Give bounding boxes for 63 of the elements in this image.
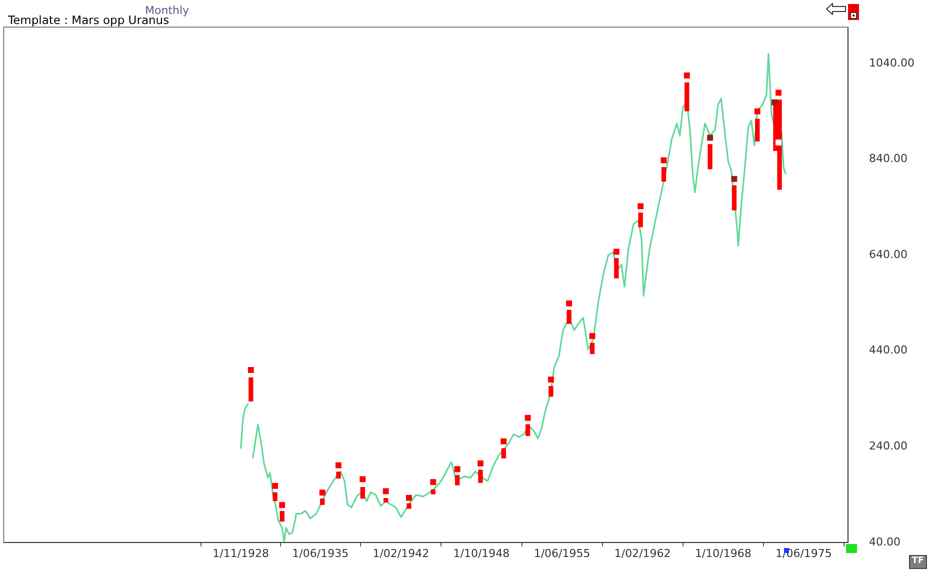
point: [566, 300, 572, 306]
bar: [430, 489, 436, 494]
y-tick-label: 440.00: [869, 344, 908, 357]
x-tick-label: 1/11/1928: [212, 546, 270, 560]
bar: [777, 100, 782, 190]
bar: [272, 492, 278, 502]
point: [776, 90, 782, 96]
point: [772, 99, 778, 106]
bar: [525, 424, 530, 436]
bar: [383, 498, 388, 503]
text-button: TF: [908, 555, 927, 569]
bar: [732, 185, 737, 210]
point: [776, 140, 782, 146]
point: [731, 176, 738, 182]
x-tick-label: 1/02/1942: [372, 546, 430, 560]
y-tick-label: 840.00: [869, 152, 908, 166]
y-tick-label: 1040.00: [869, 56, 914, 70]
point: [707, 134, 714, 141]
point: [279, 502, 286, 508]
bar: [360, 487, 365, 499]
bar: [684, 82, 690, 112]
bar: [614, 258, 619, 278]
point: [272, 482, 278, 489]
x-tick-label: 1/06/1935: [292, 546, 349, 560]
bar: [320, 498, 325, 505]
bar: [548, 386, 554, 397]
point: [684, 72, 690, 78]
bar: [590, 342, 595, 354]
bar: [336, 472, 341, 479]
point: [589, 333, 596, 339]
point: [638, 203, 644, 210]
bar: [708, 144, 712, 170]
x-tick-label: 1/10/1968: [694, 546, 752, 560]
bar: [478, 470, 483, 483]
point: [382, 488, 389, 494]
point: [754, 108, 760, 114]
bar: [661, 167, 666, 182]
x-tick-label: 1/02/1962: [614, 546, 671, 560]
point: [478, 460, 484, 466]
bar: [406, 503, 412, 509]
bar: [638, 212, 643, 228]
bar: [566, 310, 572, 324]
bar: [280, 510, 284, 522]
point: [336, 462, 342, 468]
bar: [248, 377, 254, 402]
point: [430, 479, 436, 486]
point: [406, 494, 412, 501]
bar: [454, 475, 460, 486]
x-tick-label: 1/10/1948: [453, 546, 510, 560]
point: [319, 490, 326, 496]
point: [360, 476, 366, 482]
x-tick-label: 1/06/1955: [534, 546, 590, 560]
point: [524, 414, 531, 421]
bar: [501, 448, 506, 458]
y-tick-label: 640.00: [869, 248, 908, 261]
y-tick-label: 240.00: [869, 439, 908, 452]
point: [613, 248, 620, 255]
point: [548, 376, 554, 383]
y-tick-label: 40.00: [869, 535, 900, 548]
bar: [755, 118, 760, 142]
point: [248, 367, 254, 373]
point: [500, 438, 507, 444]
point: [454, 466, 460, 472]
